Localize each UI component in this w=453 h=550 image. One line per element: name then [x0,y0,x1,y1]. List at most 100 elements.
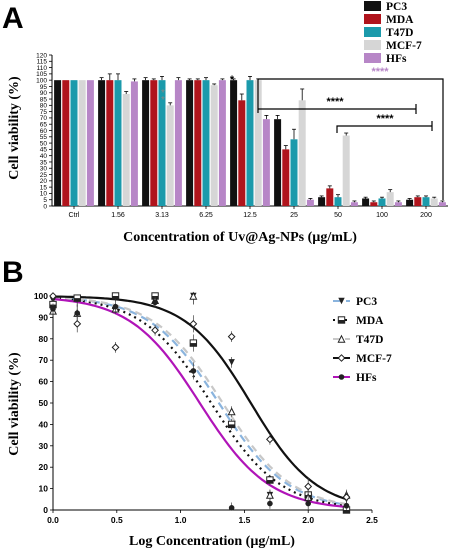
x-tick-label: 200 [420,212,432,219]
bar-hfs-8 [438,202,446,206]
bar-hfs-5 [306,199,314,206]
bar-hfs-7 [394,202,402,206]
legend-swatch-mda [364,14,381,24]
point-mcf7-8 [342,493,351,502]
bar-mda-0 [62,80,70,206]
y-tick-label: 70 [39,355,49,365]
legend-swatch-hfs [364,53,381,63]
point-hfs-1 [74,310,81,316]
point-mda-1-fill [74,298,81,302]
bar-pc3-4 [230,80,238,206]
bar-pc3-5 [274,119,282,206]
y-tick-label: 25 [40,172,48,179]
sig-bracket-mcf7 [336,125,432,133]
bar-mda-6 [326,188,334,206]
y-tick-label: 30 [40,166,48,173]
point-mcf7-6 [266,435,274,444]
y-tick-label: 15 [40,184,48,191]
bar-hfs-0 [86,80,94,206]
legend-label: HFs [386,53,407,65]
bar-hfs-1 [130,81,138,206]
point-mda-2-fill [112,296,119,300]
panel-b-legend: PC3 MDA T47D MCF-7 HFs [333,296,392,384]
y-tick-label: 85 [40,96,48,103]
bar-hfs-4 [262,119,270,206]
y-tick-label: 80 [39,334,49,344]
bar-mcf7-7 [386,192,394,206]
x-tick-label: 1.56 [111,212,125,219]
point-mcf7-3 [151,326,159,335]
y-tick-label: 45 [40,147,48,154]
x-tick-label: 0.5 [111,515,123,525]
bar-hfs-2 [174,80,182,206]
legend-marker-hfs [338,374,345,380]
bar-pc3-6 [318,197,326,206]
point-pc3-5 [228,359,235,366]
bar-t47d-7 [378,198,386,206]
bar-mcf7-6 [342,135,350,206]
point-hfs-8 [343,502,350,509]
y-tick-label: 40 [39,419,49,429]
bar-hfs-6 [350,202,358,206]
fit-curve-mda [52,297,347,507]
panel-a-label: A [2,2,24,35]
x-tick-label: 2.0 [302,515,314,525]
panel-a-significance: * * * **** **** **** [161,66,444,200]
bar-pc3-3 [186,80,194,206]
sig-label-pc3: **** [326,96,344,108]
bar-mda-4 [238,100,246,206]
panel-b-fit-curves [52,295,347,509]
y-tick-label: 20 [40,178,48,185]
point-mcf7-2 [111,343,120,352]
bar-mda-7 [370,202,378,206]
x-tick-label: 1.5 [238,515,250,525]
legend-swatch-mcf7 [364,40,381,50]
bar-t47d-3 [202,80,210,206]
legend-marker-t47d [337,334,346,343]
y-tick-label: 0 [43,505,48,515]
bar-pc3-1 [98,80,106,206]
bar-mda-8 [414,197,422,206]
y-tick-label: 30 [39,441,49,451]
y-tick-label: 0 [43,203,47,210]
panel-b-label: B [2,256,24,289]
point-hfs-3 [152,299,158,306]
bar-t47d-5 [290,139,298,206]
bar-mcf7-1 [122,94,130,206]
x-tick-label: 50 [334,212,342,219]
x-tick-label: 6.25 [199,212,213,219]
point-hfs-4 [190,368,197,374]
fit-curve-hfs [52,297,347,509]
legend-label: PC3 [386,1,407,13]
sig-bracket-hfs [257,78,444,200]
point-hfs-5 [228,505,235,511]
y-tick-label: 35 [40,159,48,166]
point-mda-6-fill [266,480,274,484]
sig-star-mcf7-3-13: * [161,88,165,99]
bar-pc3-7 [362,198,370,206]
y-tick-label: 100 [34,291,48,301]
y-tick-label: 55 [40,134,48,141]
bar-mcf7-4 [254,80,262,206]
point-mcf7-4 [189,319,198,328]
y-tick-label: 70 [40,115,48,122]
x-tick-label: 12.5 [243,212,257,219]
y-tick-label: 80 [40,103,48,110]
bar-t47d-2 [158,80,166,206]
point-mda-8-fill [343,510,350,514]
y-tick-label: 65 [40,122,48,129]
point-hfs-0 [50,306,56,312]
point-mda-5-fill [228,424,235,428]
legend-label: MCF-7 [386,40,422,52]
y-tick-label: 100 [36,77,47,84]
panel-a-y-ticks: 0510152025303540455055606570758085909510… [36,52,52,210]
x-tick-label: 100 [376,212,388,219]
point-t47d-6 [265,490,274,499]
bar-mcf7-2 [166,105,174,206]
panel-b-y-axis-label: Cell viability (%) [7,352,22,456]
point-hfs-6 [267,500,273,507]
bar-mda-2 [150,80,158,206]
bar-pc3-2 [142,80,150,206]
